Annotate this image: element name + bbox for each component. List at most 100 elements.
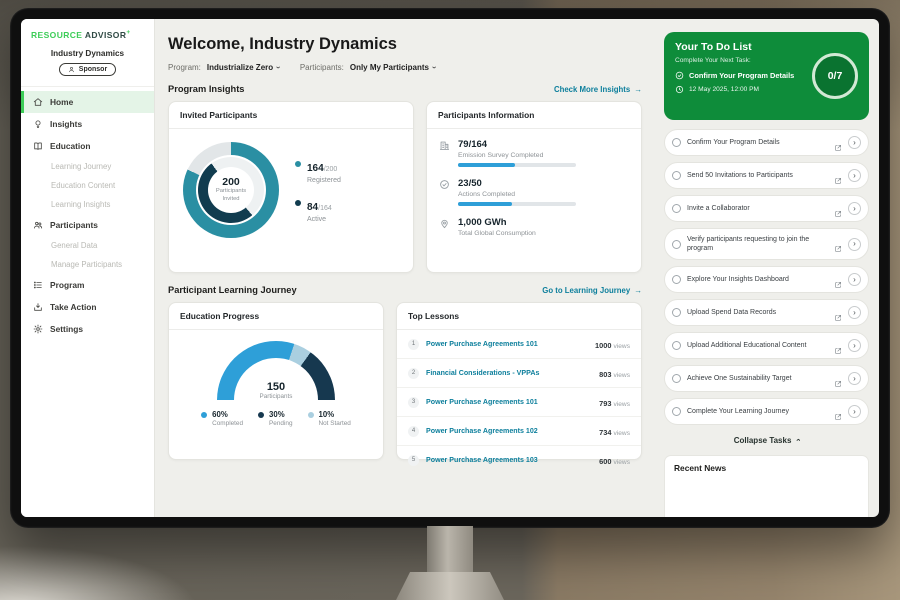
lesson-link[interactable]: Power Purchase Agreements 101 [426, 398, 538, 406]
task-complete-learning-journey[interactable]: Complete Your Learning Journey › [664, 398, 869, 426]
chevron-right-icon[interactable]: › [848, 306, 861, 320]
sidebar-item-learning-insights[interactable]: Learning Insights [51, 199, 111, 209]
checkbox-icon[interactable] [672, 374, 681, 384]
checkbox-icon[interactable] [672, 308, 681, 318]
todo-title: Your To Do List [675, 41, 752, 53]
checkbox-icon[interactable] [672, 138, 681, 147]
card-title: Participants Information [427, 102, 641, 129]
todo-next-task: Confirm Your Program Details [675, 71, 815, 80]
chevron-right-icon[interactable]: › [848, 372, 861, 386]
monitor-stand-neck [427, 526, 473, 576]
lesson-row: 1 Power Purchase Agreements 101 1000 view… [397, 330, 641, 359]
task-upload-spend-data[interactable]: Upload Spend Data Records › [664, 299, 869, 327]
chevron-down-icon: › [429, 66, 439, 69]
task-invite-collaborator[interactable]: Invite a Collaborator › [664, 195, 869, 222]
progress-bar [458, 202, 576, 206]
task-send-invitations[interactable]: Send 50 Invitations to Participants › [664, 162, 869, 189]
stat-global-consumption: 1,000 GWh Total Global Consumption [439, 217, 629, 241]
checkbox-icon[interactable] [672, 239, 681, 249]
legend-item-completed: 60% Completed [201, 410, 243, 427]
external-link-icon [834, 139, 842, 151]
sidebar-item-education-content[interactable]: Education Content [51, 180, 116, 190]
chevron-right-icon[interactable]: › [848, 339, 861, 353]
sidebar-nav: Home Insights Education Learning Journey… [21, 90, 154, 340]
external-link-icon [834, 240, 842, 252]
lesson-row: 3 Power Purchase Agreements 101 793 views [397, 388, 641, 417]
task-upload-educational-content[interactable]: Upload Additional Educational Content › [664, 332, 869, 360]
sidebar-header: RESOURCE ADVISOR+ Industry Dynamics Spon… [21, 29, 154, 87]
lesson-rank: 4 [408, 425, 419, 437]
chevron-right-icon[interactable]: › [848, 169, 861, 182]
task-achieve-sustainability-target[interactable]: Achieve One Sustainability Target › [664, 365, 869, 393]
sidebar: RESOURCE ADVISOR+ Industry Dynamics Spon… [21, 19, 155, 517]
lesson-link[interactable]: Financial Considerations - VPPAs [426, 369, 540, 377]
chevron-right-icon[interactable]: › [848, 273, 861, 287]
sidebar-item-insights[interactable]: Insights [21, 113, 154, 135]
donut-center-value: 200 [222, 176, 240, 189]
sidebar-item-settings[interactable]: Settings [21, 318, 154, 340]
checkbox-icon[interactable] [672, 275, 681, 285]
task-confirm-program-details[interactable]: Confirm Your Program Details › [664, 129, 869, 156]
check-more-insights-link[interactable]: Check More Insights → [553, 84, 642, 94]
chevron-right-icon[interactable]: › [848, 136, 861, 149]
task-explore-insights[interactable]: Explore Your Insights Dashboard › [664, 266, 869, 294]
sidebar-item-home[interactable]: Home [21, 90, 154, 113]
external-link-icon [834, 375, 842, 387]
sidebar-item-manage-participants[interactable]: Manage Participants [51, 259, 123, 269]
task-verify-participants[interactable]: Verify participants requesting to join t… [664, 228, 869, 261]
sidebar-item-education[interactable]: Education [21, 135, 154, 157]
checkbox-icon[interactable] [672, 204, 681, 213]
sponsor-badge: Sponsor [58, 62, 117, 76]
chevron-right-icon[interactable]: › [848, 202, 861, 215]
participants-select[interactable]: Only My Participants › [349, 63, 439, 72]
building-icon [439, 141, 450, 150]
lesson-link[interactable]: Power Purchase Agreements 103 [426, 456, 538, 464]
external-link-icon [834, 342, 842, 354]
program-filter-label: Program: [168, 63, 201, 72]
todo-due-date: 12 May 2025, 12:00 PM [675, 85, 858, 94]
sidebar-item-general-data[interactable]: General Data [51, 240, 98, 250]
chevron-right-icon[interactable]: › [848, 405, 861, 419]
program-select[interactable]: Industrialize Zero › [206, 63, 283, 72]
donut-center-label: Participants Invited [215, 188, 247, 202]
sidebar-item-program[interactable]: Program [21, 274, 154, 296]
sidebar-item-participants[interactable]: Participants [21, 214, 154, 236]
participants-filter-label: Participants: [299, 63, 344, 72]
external-link-icon [834, 309, 842, 321]
lesson-row: 4 Power Purchase Agreements 102 734 views [397, 417, 641, 446]
chevron-up-icon: › [792, 438, 803, 442]
legend-dot [201, 412, 208, 418]
org-name: Industry Dynamics [50, 48, 125, 58]
gauge-center-value: 150 [266, 381, 286, 393]
check-circle-icon [440, 180, 449, 189]
chevron-right-icon[interactable]: › [848, 237, 861, 251]
chevron-down-icon: › [273, 66, 283, 69]
participants-information-card: Participants Information 79/164 Emission… [426, 101, 642, 273]
person-icon [69, 66, 74, 72]
sidebar-item-take-action[interactable]: Take Action [21, 296, 154, 318]
lesson-link[interactable]: Power Purchase Agreements 102 [426, 427, 538, 435]
progress-bar [458, 163, 576, 167]
legend-dot [295, 199, 301, 206]
gauge-legend: 60% Completed 30% Pending [201, 410, 351, 427]
monitor-stand-base [396, 572, 504, 600]
lesson-link[interactable]: Power Purchase Agreements 101 [426, 340, 538, 348]
collapse-tasks-button[interactable]: Collapse Tasks › [733, 435, 803, 445]
todo-panel: Your To Do List Complete Your Next Task:… [655, 19, 879, 517]
task-list: Confirm Your Program Details › Send 50 I… [664, 129, 869, 426]
top-lessons-card: Top Lessons 1 Power Purchase Agreements … [396, 302, 642, 466]
page-title: Welcome, Industry Dynamics [168, 35, 397, 53]
dashboard-screen: RESOURCE ADVISOR+ Industry Dynamics Spon… [21, 19, 879, 517]
lightbulb-icon [35, 120, 41, 128]
section-title: Participant Learning Journey [168, 285, 297, 295]
people-icon [34, 221, 43, 229]
lesson-row: 5 Power Purchase Agreements 103 600 views [397, 446, 641, 474]
lesson-rank: 2 [408, 367, 419, 379]
go-to-learning-journey-link[interactable]: Go to Learning Journey → [542, 285, 642, 295]
checkbox-icon[interactable] [672, 407, 681, 417]
checkbox-icon[interactable] [672, 171, 681, 180]
filter-bar: Program: Industrialize Zero › Participan… [168, 63, 642, 72]
sidebar-item-learning-journey[interactable]: Learning Journey [51, 161, 112, 171]
checkbox-icon[interactable] [672, 341, 681, 351]
